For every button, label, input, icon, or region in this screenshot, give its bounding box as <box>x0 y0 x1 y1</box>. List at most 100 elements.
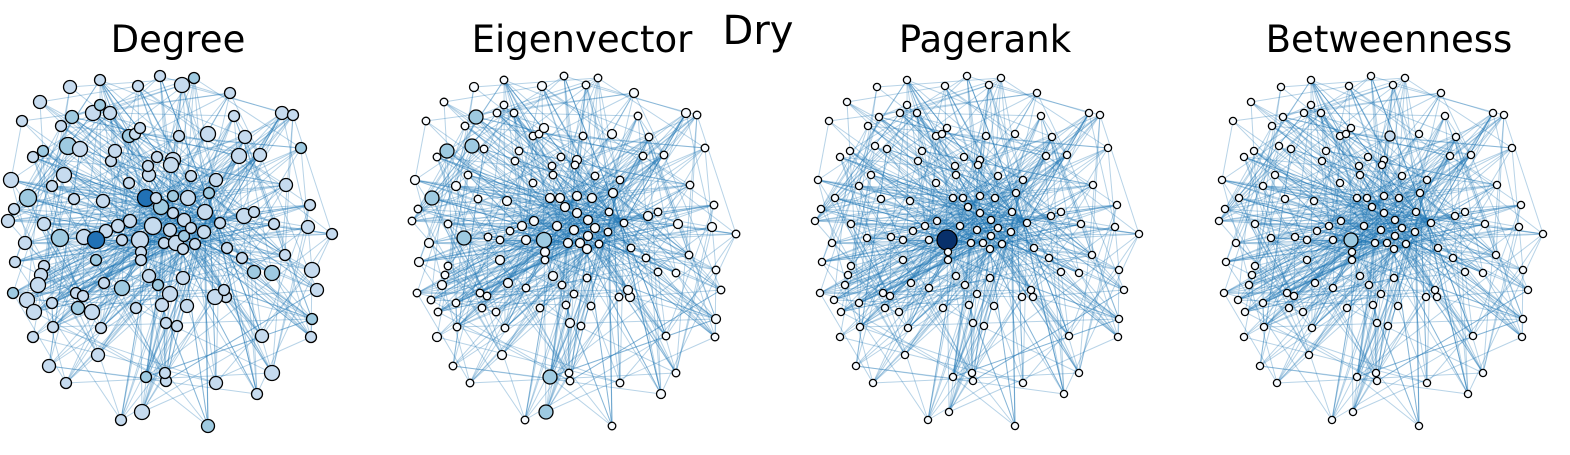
edge-degree <box>24 145 69 244</box>
edge-eigenvector <box>629 289 722 298</box>
edge-pagerank <box>890 104 908 238</box>
node-eigenvector <box>451 298 461 308</box>
edge-betweenness <box>1218 79 1312 222</box>
edge-betweenness <box>1238 148 1292 199</box>
node-eigenvector <box>559 71 569 81</box>
edge-betweenness <box>1414 231 1484 374</box>
edge-pagerank <box>948 372 973 413</box>
edge-degree <box>163 242 258 395</box>
edge-degree <box>26 243 196 301</box>
node-eigenvector <box>536 80 548 92</box>
edge-degree <box>208 192 217 384</box>
node-eigenvector <box>433 307 443 317</box>
node-degree <box>179 189 197 207</box>
edge-eigenvector <box>545 336 716 413</box>
edge-pagerank <box>839 156 1028 224</box>
node-pagerank <box>810 216 820 226</box>
edge-betweenness <box>1376 289 1529 382</box>
node-eigenvector <box>465 378 475 388</box>
edge-degree <box>114 150 287 186</box>
edge-pagerank <box>906 79 1053 138</box>
edge-pagerank <box>1000 77 1013 213</box>
node-eigenvector <box>571 207 583 219</box>
node-degree <box>166 189 180 203</box>
edge-betweenness <box>1356 154 1472 199</box>
edge-pagerank <box>834 197 984 244</box>
edge-betweenness <box>1237 248 1395 301</box>
edge-eigenvector <box>556 92 635 227</box>
edge-betweenness <box>1282 116 1373 208</box>
edge-pagerank <box>850 77 1002 267</box>
edge-betweenness <box>1302 242 1376 313</box>
edge-pagerank <box>1026 112 1090 224</box>
edge-pagerank <box>859 133 943 328</box>
edge-pagerank <box>979 155 1047 214</box>
edge-eigenvector <box>467 174 610 213</box>
edges-pagerank <box>814 75 1140 427</box>
edge-betweenness <box>1437 226 1520 249</box>
edge-degree <box>226 247 263 337</box>
edge-betweenness <box>1271 125 1416 233</box>
node-betweenness <box>1355 271 1365 281</box>
node-eigenvector <box>593 73 603 83</box>
edge-betweenness <box>1262 185 1358 199</box>
edge-pagerank <box>947 251 995 307</box>
edge-pagerank <box>834 197 984 244</box>
edge-pagerank <box>849 150 978 231</box>
edge-degree <box>52 133 136 328</box>
edge-betweenness <box>1383 212 1523 338</box>
edge-degree <box>109 112 235 117</box>
edge-betweenness <box>1303 92 1442 114</box>
edge-pagerank <box>1026 112 1090 224</box>
node-betweenness <box>1388 80 1398 90</box>
edge-degree <box>99 79 246 138</box>
edge-betweenness <box>1311 243 1407 329</box>
edge-pagerank <box>952 92 1038 199</box>
node-betweenness <box>1411 207 1421 217</box>
edge-pagerank <box>1051 136 1065 395</box>
edge-eigenvector <box>564 112 687 208</box>
edge-betweenness <box>1405 223 1486 245</box>
edge-degree <box>99 79 130 184</box>
edge-betweenness <box>1482 272 1524 320</box>
edge-eigenvector <box>441 239 501 286</box>
node-degree <box>187 71 201 85</box>
edge-betweenness <box>1316 136 1457 232</box>
edge-betweenness <box>1303 84 1394 114</box>
edge-betweenness <box>1348 85 1417 213</box>
edge-pagerank <box>839 243 1003 338</box>
edge-pagerank <box>899 112 1035 249</box>
edge-eigenvector <box>416 243 600 294</box>
edge-betweenness <box>1286 239 1352 294</box>
node-eigenvector <box>440 270 450 280</box>
edge-degree <box>24 242 84 297</box>
edge-eigenvector <box>532 135 571 324</box>
edge-degree <box>91 179 217 313</box>
node-eigenvector <box>638 151 648 161</box>
edge-pagerank <box>876 77 1002 88</box>
node-eigenvector <box>551 220 563 232</box>
edge-betweenness <box>1310 79 1417 213</box>
edge-betweenness <box>1366 197 1484 374</box>
edge-degree <box>203 231 209 427</box>
edge-pagerank <box>967 184 1094 208</box>
edge-pagerank <box>872 229 978 384</box>
edge-betweenness <box>1356 197 1474 337</box>
node-degree <box>217 283 231 297</box>
edge-eigenvector <box>576 159 610 213</box>
edge-eigenvector <box>436 156 625 224</box>
edge-eigenvector <box>619 222 625 384</box>
edge-pagerank <box>870 174 984 244</box>
edge-degree <box>219 112 283 224</box>
edge-pagerank <box>858 185 954 199</box>
node-eigenvector <box>607 421 617 431</box>
edge-pagerank <box>990 235 1120 320</box>
edge-pagerank <box>917 160 1120 271</box>
edge-pagerank <box>821 261 929 421</box>
node-pagerank <box>938 303 948 313</box>
edge-degree <box>91 197 147 313</box>
edge-betweenness <box>1235 145 1280 244</box>
edge-betweenness <box>1225 222 1432 263</box>
edge-betweenness <box>1374 154 1472 244</box>
node-pagerank <box>827 238 837 248</box>
